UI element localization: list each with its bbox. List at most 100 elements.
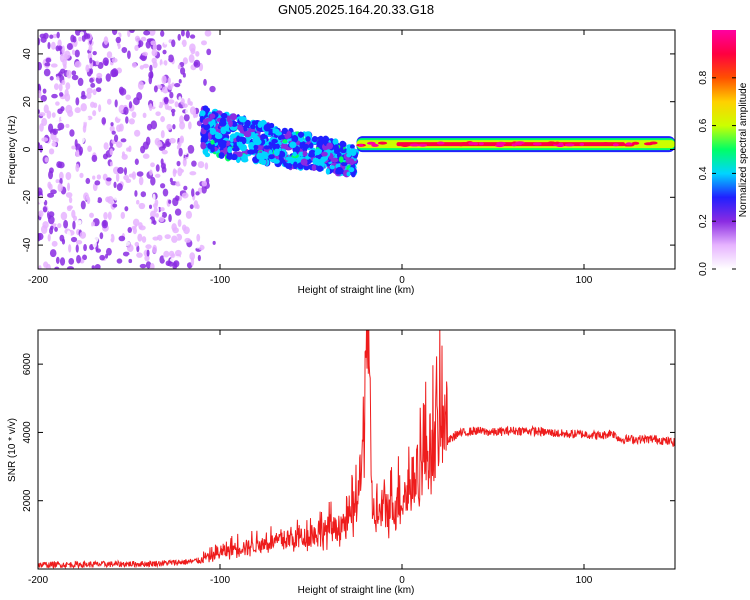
spectrogram-cell [185,30,190,39]
spectrogram-cell [58,83,63,92]
spectrogram-cell [308,142,314,149]
spectrogram-cell [89,77,94,83]
spectrogram-cell [339,140,346,148]
spectrogram-cell [81,114,89,123]
spectrogram-cell [92,110,97,117]
spectrogram-xtick-label: 100 [576,275,593,286]
spectrogram-xtick-label: -200 [28,275,48,286]
spectrogram-cell [176,189,180,197]
spectrogram-cell [184,200,192,206]
spectrogram-ytick-label: -40 [22,237,33,252]
spectrogram-cell [38,265,42,269]
snr-ytick-label: 2000 [22,489,33,512]
spectrogram-cell [177,33,181,41]
spectrogram-cell [150,120,158,130]
spectrogram-cell [179,121,186,130]
spectrogram-cell [153,99,160,108]
spectrogram-cell [300,158,308,166]
spectrogram-cell [273,159,280,164]
spectrogram-cell [218,152,225,159]
spectrogram-cell [96,174,102,180]
spectrogram-cell [103,142,109,150]
spectrogram-cell [47,181,52,189]
spectrogram-cell [182,57,188,65]
spectrogram-cell [102,57,109,66]
snr-frame [37,329,676,570]
spectrogram-cell [91,265,95,269]
spectrogram-cell [218,140,227,149]
spectrogram-cell [83,192,89,201]
tone-peak [579,142,585,146]
spectrogram-cell [116,183,123,191]
spectrogram-cell [112,44,119,53]
spectrogram-cell [94,264,101,269]
spectrogram-cell [72,220,76,230]
colorbar-tick-label: 0.0 [698,262,709,276]
tone-peak [631,141,640,145]
spectrogram-cell [204,172,209,179]
spectrogram-cell [196,76,202,83]
spectrogram-cell [76,254,81,264]
spectrogram-cell [137,81,144,90]
spectrogram-cell [146,123,153,131]
spectrogram-cell [128,145,132,153]
spectrogram-cell [89,212,94,218]
spectrogram-cell [160,162,166,170]
tone-peak [377,141,388,145]
spectrogram-cell [158,191,163,199]
spectrogram-cell [149,64,153,73]
spectrogram-cell [160,183,166,189]
spectrogram-cell [127,227,133,233]
spectrogram-cell [205,107,210,113]
spectrogram-cell [79,172,84,179]
spectrogram-cell [43,104,49,114]
spectrogram-cell [139,55,147,60]
spectrogram-cell [51,142,57,147]
spectrogram-cell [65,192,73,198]
spectrogram-cell [140,36,147,42]
spectrogram-cell [38,210,44,218]
spectrogram-cell [65,82,71,90]
spectrogram-cell [182,103,188,108]
spectrogram-cell [91,221,96,228]
spectrogram-cell [83,244,87,252]
spectrogram-cell [59,53,65,63]
spectrogram-cell [107,211,112,221]
tone-peak [371,143,379,147]
spectrogram-cell [106,98,112,105]
spectrogram-cell [281,127,289,135]
spectrogram-cell [196,204,200,210]
spectrogram-cell [74,107,81,114]
spectrogram-cell [40,94,47,102]
spectrogram-cell [57,39,62,48]
spectrogram-cell [243,130,252,138]
snr-ytick-label: 4000 [22,421,33,444]
spectrogram-cell [182,72,186,78]
spectrogram-cell [163,60,168,66]
spectrogram-cell [339,146,344,153]
spectrogram-cell [79,231,87,239]
spectrogram-cell [163,96,169,105]
spectrogram-cell [89,131,95,140]
tone-peak [366,141,376,145]
spectrogram-cell [44,157,49,163]
spectrogram-cell [346,152,352,158]
snr-axes: -200 -100 0 100 2000 4000 6000 [22,330,675,586]
spectrogram-cell [181,192,189,199]
spectrogram-cell [162,172,168,178]
spectrogram-cell [117,166,124,174]
spectrogram-cell [325,168,330,175]
spectrogram-cell [129,30,135,34]
spectrogram-cell [192,109,197,119]
spectrogram-cell [329,165,335,170]
spectrogram-cell [111,57,118,63]
spectrogram-cell [74,49,80,58]
spectrogram-cell [235,124,243,130]
spectrogram-cell [194,241,201,249]
spectrogram-cell [86,33,91,39]
spectrogram-cell [127,254,134,259]
spectrogram-cell [142,63,149,69]
tone-peak [418,143,428,147]
spectrogram-cell [139,263,147,269]
